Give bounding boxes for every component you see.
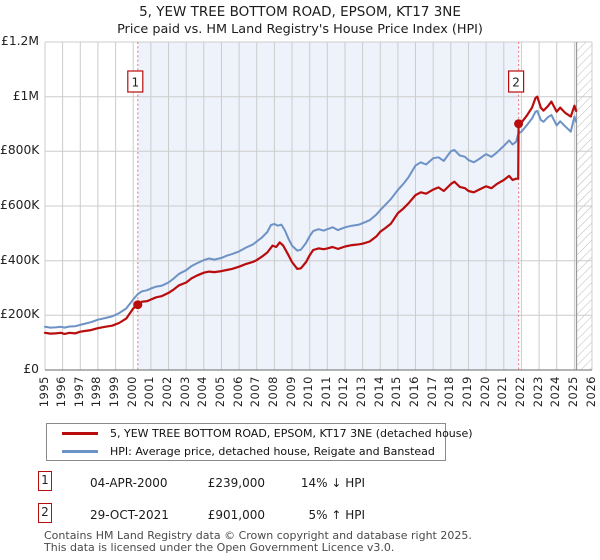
legend: 5, YEW TREE BOTTOM ROAD, EPSOM, KT17 3NE… [46,423,473,461]
legend-label-hpi: HPI: Average price, detached house, Reig… [110,444,435,458]
x-tick-2013: 2013 [354,376,369,408]
x-tick-2000: 2000 [124,376,139,408]
x-tick-2017: 2017 [424,376,439,408]
transaction-2-marker-number: 2 [38,503,52,523]
sale-point-dot [133,300,143,310]
x-tick-2001: 2001 [142,376,157,408]
transaction-1-hpi-delta: 14% ↓ HPI [300,476,365,490]
sale-marker-box [508,70,525,93]
x-tick-2014: 2014 [371,376,386,408]
legend-row-hpi: HPI: Average price, detached house, Reig… [47,442,445,460]
sale-point-dot [514,119,524,129]
legend-row-price-paid: 5, YEW TREE BOTTOM ROAD, EPSOM, KT17 3NE… [47,424,473,442]
x-tick-2008: 2008 [265,376,280,408]
x-tick-2007: 2007 [248,376,263,408]
y-tick-£600K: £600K [0,198,40,212]
y-tick-£0: £0 [23,362,39,376]
x-tick-2018: 2018 [442,376,457,408]
series-line [43,95,578,335]
copyright-line-1: Contains HM Land Registry data © Crown c… [44,529,472,542]
x-tick-2005: 2005 [212,376,227,408]
series-line [44,109,578,329]
transaction-1-date: 04-APR-2000 [90,476,168,490]
transaction-1-price: £239,000 [207,476,265,490]
y-tick-£400K: £400K [0,252,40,267]
x-tick-2009: 2009 [283,376,298,408]
x-tick-2006: 2006 [230,376,245,408]
x-tick-2012: 2012 [336,376,351,408]
x-tick-2002: 2002 [160,376,175,408]
x-tick-2024: 2024 [548,376,563,408]
x-tick-2015: 2015 [389,376,404,408]
x-tick-2026: 2026 [583,376,598,408]
x-tick-2019: 2019 [459,376,474,408]
x-tick-2003: 2003 [177,376,192,408]
hpi-line-swatch [62,449,98,453]
sale-marker-label: 2 [512,76,520,90]
sale-marker-box [127,70,144,93]
x-tick-2023: 2023 [530,376,545,408]
x-tick-1998: 1998 [89,376,104,408]
x-tick-2016: 2016 [407,376,422,408]
x-tick-2020: 2020 [477,376,492,408]
x-tick-2022: 2022 [512,376,527,408]
x-tick-1997: 1997 [71,376,86,408]
transaction-1-marker-number: 1 [38,471,52,491]
x-tick-1996: 1996 [54,376,69,408]
sale-marker-label: 1 [131,76,139,90]
price-paid-line-swatch [62,431,98,435]
x-tick-2025: 2025 [565,376,580,408]
transaction-2-date: 29-OCT-2021 [90,508,169,522]
x-tick-1995: 1995 [36,376,51,408]
x-tick-1999: 1999 [107,376,122,408]
transaction-2-hpi-delta: 5% ↑ HPI [308,508,365,522]
y-tick-£1M: £1M [12,88,39,103]
y-tick-£800K: £800K [0,143,40,158]
transaction-2-price: £901,000 [207,508,265,522]
y-tick-£1.2M: £1.2M [1,34,39,48]
chart-subtitle: Price paid vs. HM Land Registry's House … [117,22,483,37]
copyright-line-2: This data is licensed under the Open Gov… [44,541,395,554]
x-tick-2011: 2011 [318,376,333,408]
legend-label-price-paid: 5, YEW TREE BOTTOM ROAD, EPSOM, KT17 3NE… [110,426,473,440]
chart-title: 5, YEW TREE BOTTOM ROAD, EPSOM, KT17 3NE [139,4,461,20]
x-tick-2021: 2021 [495,376,510,408]
y-tick-£200K: £200K [0,307,40,322]
x-tick-2004: 2004 [195,376,210,408]
x-tick-2010: 2010 [301,376,316,408]
